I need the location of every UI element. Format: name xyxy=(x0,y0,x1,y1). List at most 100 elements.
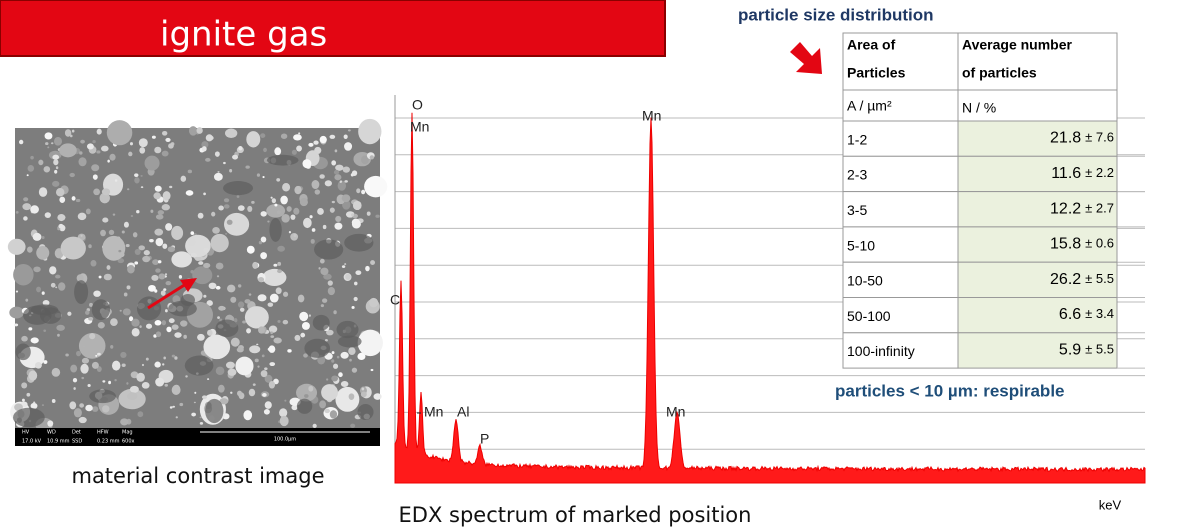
particle xyxy=(114,179,118,182)
particle xyxy=(57,333,60,337)
particle xyxy=(79,151,83,155)
particle xyxy=(154,228,164,236)
particle xyxy=(201,146,207,152)
value-cell-bg xyxy=(957,155,1118,193)
particle xyxy=(373,393,382,400)
particle xyxy=(149,238,154,243)
particle xyxy=(246,328,251,334)
particle xyxy=(273,263,278,267)
particle xyxy=(138,138,148,148)
particle xyxy=(356,188,361,194)
particle xyxy=(335,386,360,412)
particle xyxy=(257,294,267,302)
particle xyxy=(43,360,48,364)
particle xyxy=(127,188,130,191)
particle xyxy=(300,332,306,338)
particle xyxy=(78,157,87,167)
particle xyxy=(262,393,267,397)
particle xyxy=(155,237,164,247)
error: ± 5.5 xyxy=(1085,271,1114,286)
particle xyxy=(179,402,184,407)
particle xyxy=(333,363,339,369)
particle xyxy=(370,368,374,372)
particle xyxy=(351,367,358,373)
particle xyxy=(334,174,342,181)
particle xyxy=(244,299,251,304)
particle xyxy=(101,188,111,196)
particle xyxy=(78,416,87,424)
value-cell-bg xyxy=(957,226,1118,263)
particle xyxy=(248,388,256,397)
particle xyxy=(122,308,131,316)
particle xyxy=(49,266,57,275)
particle xyxy=(166,326,172,333)
particle xyxy=(196,127,203,134)
particle xyxy=(108,229,115,235)
particle xyxy=(191,412,197,417)
particle xyxy=(130,215,134,217)
particle xyxy=(331,359,335,363)
particle xyxy=(268,381,276,389)
particle xyxy=(229,169,233,173)
particle xyxy=(79,403,85,408)
particle xyxy=(257,365,260,368)
particle xyxy=(88,244,92,249)
particle xyxy=(258,240,263,245)
particle xyxy=(197,333,205,341)
particle xyxy=(30,402,38,409)
particle xyxy=(331,375,338,382)
particle xyxy=(223,161,226,165)
value: 21.8 xyxy=(1050,130,1081,147)
particle xyxy=(85,208,91,215)
particle xyxy=(168,318,175,324)
particle xyxy=(299,198,308,207)
particle xyxy=(76,274,84,282)
particle xyxy=(232,154,239,160)
particle xyxy=(249,345,261,354)
particle xyxy=(91,406,99,412)
particle xyxy=(218,205,224,211)
particle xyxy=(205,157,211,162)
particle xyxy=(291,404,298,411)
particle xyxy=(211,211,216,217)
particle xyxy=(260,252,267,260)
particle xyxy=(257,276,265,283)
particle xyxy=(199,416,202,419)
x-unit: keV xyxy=(1099,497,1122,512)
particle xyxy=(358,118,382,145)
particle xyxy=(71,129,75,133)
particle xyxy=(161,130,168,136)
particle xyxy=(199,422,204,425)
particle xyxy=(185,375,188,378)
particle xyxy=(252,383,256,386)
particle xyxy=(160,290,166,296)
particle xyxy=(34,362,42,369)
particle xyxy=(27,164,35,172)
particle xyxy=(165,309,168,313)
particle xyxy=(269,293,279,303)
particle xyxy=(180,175,187,182)
particle xyxy=(260,133,266,138)
particle xyxy=(134,177,140,184)
particle xyxy=(126,382,129,385)
row-value: 26.2 ± 5.5 xyxy=(1050,271,1114,288)
particle xyxy=(28,370,38,381)
particle xyxy=(93,290,101,297)
particle xyxy=(23,197,29,202)
particle xyxy=(357,329,383,357)
particle xyxy=(277,261,282,266)
particle xyxy=(69,401,77,410)
particle xyxy=(337,180,347,191)
particle xyxy=(180,320,188,327)
info-label: WD xyxy=(47,430,56,436)
particle xyxy=(183,334,187,339)
particle xyxy=(99,192,110,204)
particle xyxy=(263,147,267,153)
dark-particle xyxy=(266,154,299,166)
peak-label: Mn xyxy=(410,119,429,135)
spectrum-caption: EDX spectrum of marked position xyxy=(399,503,752,527)
particle xyxy=(56,324,65,331)
particle xyxy=(340,381,349,388)
particle xyxy=(230,337,240,347)
particle xyxy=(219,398,229,405)
